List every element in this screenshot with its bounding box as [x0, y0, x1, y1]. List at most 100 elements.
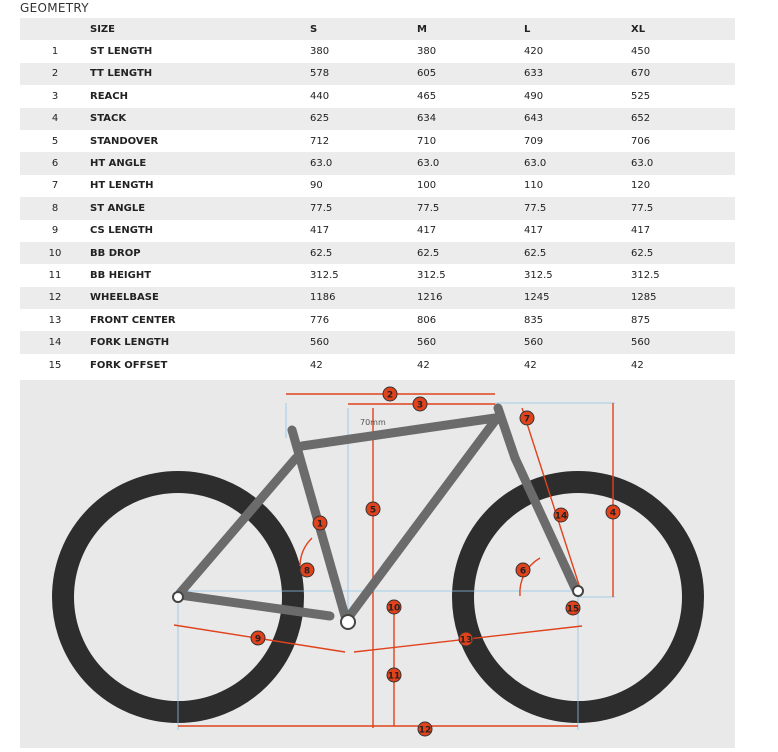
cell: 380 — [417, 46, 437, 58]
cell: 312.5 — [631, 269, 660, 281]
cell: 63.0 — [417, 158, 440, 170]
marker-label: 10 — [388, 604, 401, 614]
cell: STACK — [90, 113, 127, 125]
cell: 7 — [51, 180, 59, 192]
cell: REACH — [90, 90, 128, 102]
cell: 380 — [310, 46, 330, 58]
header-row: SIZE S M L XL — [20, 18, 735, 41]
marker-circle — [412, 396, 428, 412]
cell: 4 — [51, 113, 59, 125]
cell: 1285 — [631, 292, 657, 304]
cell: 776 — [310, 314, 330, 326]
cell: 9 — [51, 225, 59, 237]
cell: 1216 — [417, 292, 443, 304]
cell: FORK OFFSET — [90, 359, 168, 371]
cell: 11 — [48, 269, 62, 281]
row: 6 HT ANGLE 63.0 63.0 63.0 63.0 — [20, 152, 735, 175]
cell: 634 — [417, 113, 437, 125]
cell — [20, 18, 90, 40]
cell: 14 — [48, 337, 62, 349]
cell: 77.5 — [310, 202, 333, 214]
cell: HT ANGLE — [90, 158, 147, 170]
marker-label: 13 — [460, 636, 473, 646]
marker-label: 2 — [387, 391, 393, 401]
cell: M — [417, 23, 427, 35]
cell: FRONT CENTER — [90, 314, 176, 326]
cell: 835 — [524, 314, 544, 326]
cell: 77.5 — [417, 202, 440, 214]
marker-circle — [519, 410, 535, 426]
row: 4 STACK 625 634 643 652 — [20, 107, 735, 130]
cell: TT LENGTH — [90, 68, 153, 80]
cell: 2 — [51, 68, 59, 80]
cell: BB HEIGHT — [90, 269, 152, 281]
cell: 1245 — [524, 292, 550, 304]
cell: 8 — [51, 202, 59, 214]
cell: 560 — [417, 337, 437, 349]
cell: 100 — [417, 180, 437, 192]
marker-circle — [382, 386, 398, 402]
cell: 63.0 — [631, 158, 654, 170]
row: 11 BB HEIGHT 312.5 312.5 312.5 312.5 — [20, 264, 735, 286]
cell: 875 — [631, 314, 651, 326]
cell: 42 — [417, 359, 430, 371]
cell: 450 — [631, 46, 651, 58]
cell: 15 — [48, 359, 62, 371]
marker-circle — [299, 562, 315, 578]
cell: 62.5 — [631, 247, 654, 259]
cell: L — [524, 23, 531, 35]
cell: 420 — [524, 46, 544, 58]
cell: HT LENGTH — [90, 180, 154, 192]
cell: 710 — [417, 135, 437, 147]
cell: 560 — [524, 337, 544, 349]
row: 2 TT LENGTH 578 605 633 670 — [20, 62, 735, 86]
cell: 77.5 — [631, 202, 654, 214]
cell: 10 — [48, 247, 62, 259]
row: 10 BB DROP 62.5 62.5 62.5 62.5 — [20, 241, 735, 265]
row: 5 STANDOVER 712 710 709 706 — [20, 130, 735, 152]
marker-label: 15 — [567, 605, 580, 615]
cell: 5 — [51, 135, 59, 147]
cell: 643 — [524, 113, 544, 125]
cell: 110 — [524, 180, 544, 192]
cell: 90 — [310, 180, 323, 192]
cell: 670 — [631, 68, 651, 80]
marker-label: 8 — [304, 567, 310, 577]
cell: WHEELBASE — [90, 292, 159, 304]
cell: 417 — [417, 225, 437, 237]
cell: 1186 — [310, 292, 336, 304]
cell: 560 — [631, 337, 651, 349]
cell: ST LENGTH — [90, 46, 153, 58]
row: 8 ST ANGLE 77.5 77.5 77.5 77.5 — [20, 197, 735, 220]
cell: 42 — [631, 359, 644, 371]
marker-label: 14 — [555, 512, 568, 522]
marker-circle — [417, 721, 433, 737]
row: 1 ST LENGTH 380 380 420 450 — [20, 40, 735, 62]
cell: 77.5 — [524, 202, 547, 214]
cell: 709 — [524, 135, 544, 147]
cell: 465 — [417, 90, 437, 102]
cell: 42 — [310, 359, 323, 371]
cell: 806 — [417, 314, 437, 326]
row: 15 FORK OFFSET 42 42 42 42 — [20, 354, 735, 376]
marker-label: 4 — [610, 509, 616, 519]
cell: S — [310, 23, 318, 35]
marker-circle — [515, 562, 531, 578]
cell: 712 — [310, 135, 330, 147]
row: 3 REACH 440 465 490 525 — [20, 85, 735, 107]
marker-label: 5 — [370, 506, 376, 516]
cell: 6 — [51, 158, 59, 170]
cell: 63.0 — [524, 158, 547, 170]
cell: 42 — [524, 359, 537, 371]
geometry-table: SIZE S M L XL 1 ST LENGTH 380 380 420 450 2 TT LENGT… — [20, 18, 735, 376]
cell: CS LENGTH — [90, 225, 154, 237]
cell: 62.5 — [310, 247, 333, 259]
marker-label: 1 — [317, 520, 323, 530]
cell: 13 — [48, 314, 62, 326]
cell: 417 — [524, 225, 544, 237]
marker-circle — [365, 501, 381, 517]
cell: 440 — [310, 90, 330, 102]
row: 9 CS LENGTH 417 417 417 417 — [20, 220, 735, 242]
marker-label: 7 — [524, 415, 530, 425]
